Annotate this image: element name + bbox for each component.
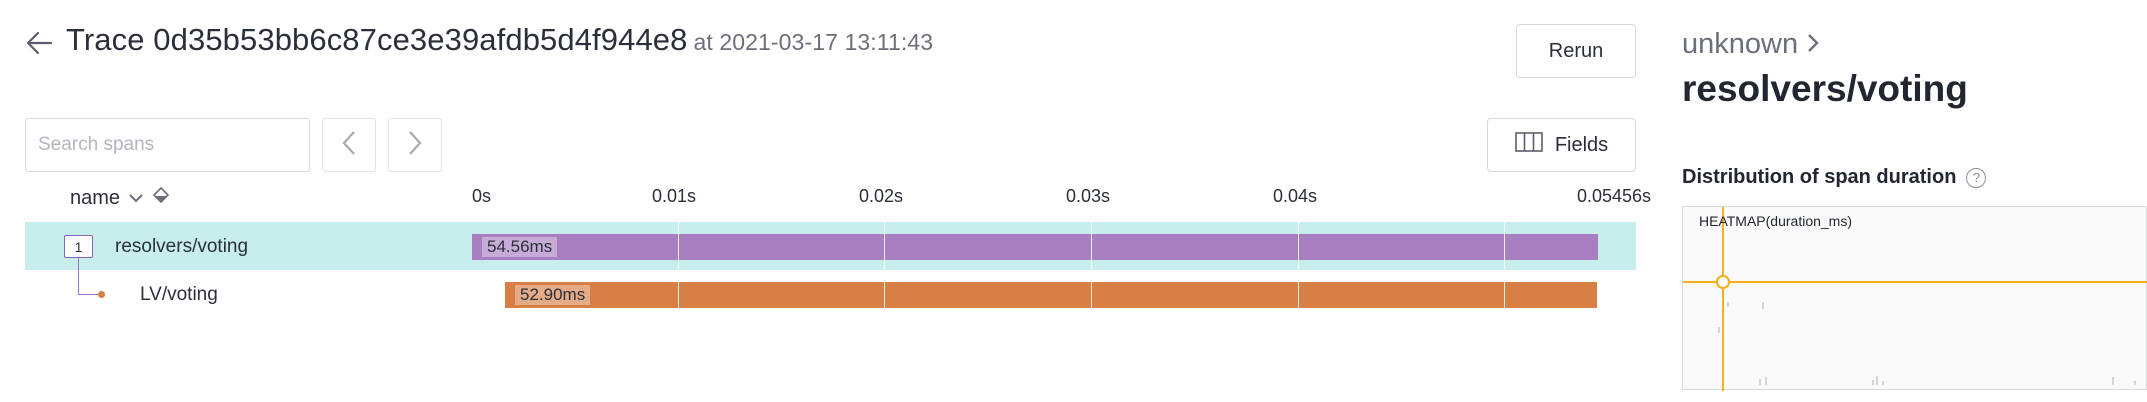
columns-icon (1515, 132, 1543, 158)
heatmap-crosshair-marker (1716, 275, 1730, 289)
timeline-tick-label: 0.04s (1273, 186, 1318, 206)
span-name-resolvers-voting[interactable]: resolvers/voting (115, 236, 249, 257)
child-count-badge[interactable]: 1 (64, 235, 93, 258)
previous-match-button[interactable] (322, 118, 376, 172)
span-dot-icon (98, 291, 105, 298)
chevron-down-icon[interactable] (128, 187, 144, 210)
trace-title: Trace 0d35b53bb6c87ce3e39afdb5d4f944e8 at… (66, 22, 933, 58)
search-spans-input[interactable] (25, 118, 310, 172)
service-breadcrumb[interactable]: unknown (1682, 28, 1820, 61)
heatmap-label: HEATMAP(duration_ms) (1699, 213, 1853, 229)
span-duration-label: 54.56ms (482, 237, 558, 257)
span-bar[interactable]: 54.56ms (472, 234, 1598, 260)
span-name-lv-voting[interactable]: LV/voting (140, 284, 218, 305)
span-duration-label: 52.90ms (515, 285, 591, 305)
chevron-left-icon (341, 130, 357, 161)
selected-span-title: resolvers/voting (1682, 68, 1968, 109)
help-icon[interactable]: ? (1966, 167, 1987, 188)
timeline-tick-label: 0.01s (652, 186, 697, 206)
name-column-header[interactable]: name (70, 186, 170, 210)
name-column-label: name (70, 186, 121, 209)
timeline-tick-label: 0s (472, 186, 492, 206)
timeline-gridline (1504, 222, 1505, 310)
timeline-gridline (678, 222, 679, 310)
fields-button[interactable]: Fields (1487, 118, 1636, 172)
distribution-heading: Distribution of span duration ? (1682, 166, 1987, 189)
timeline-tick-label: 0.02s (859, 186, 904, 206)
service-name: unknown (1682, 28, 1799, 60)
back-arrow-icon[interactable] (24, 28, 54, 58)
timeline-tick-label: 0.03s (1066, 186, 1111, 206)
collapse-all-icon[interactable] (152, 186, 170, 210)
tree-connector (78, 258, 100, 295)
timeline-tick-label: 0.05456s (1576, 186, 1652, 206)
rerun-button[interactable]: Rerun (1516, 24, 1636, 78)
timeline-gridline (884, 222, 885, 310)
next-match-button[interactable] (388, 118, 442, 172)
timeline-gridline (1298, 222, 1299, 310)
fields-label: Fields (1554, 133, 1609, 156)
trace-id: Trace 0d35b53bb6c87ce3e39afdb5d4f944e8 (66, 22, 688, 57)
span-bar[interactable]: 52.90ms (505, 282, 1597, 308)
chevron-right-icon (407, 130, 423, 161)
duration-heatmap[interactable] (1682, 206, 2147, 391)
trace-timestamp: at 2021-03-17 13:11:43 (693, 29, 934, 55)
rerun-label: Rerun (1548, 39, 1604, 62)
timeline-gridline (1091, 222, 1092, 310)
heatmap-plot (1683, 207, 2147, 391)
distribution-title: Distribution of span duration (1682, 166, 1957, 188)
chevron-right-icon (1806, 28, 1820, 61)
